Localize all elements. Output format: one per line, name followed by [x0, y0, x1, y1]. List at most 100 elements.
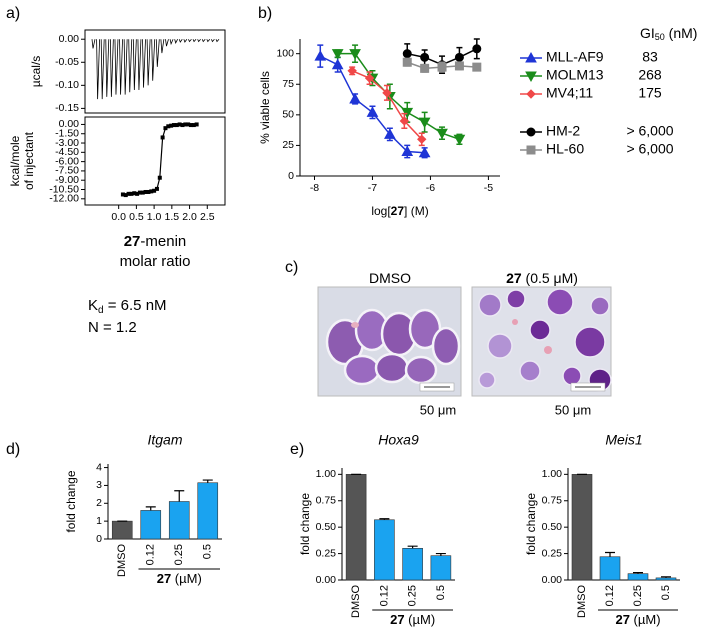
gi50-value: 268 [638, 67, 662, 83]
y-tick-label: -1.50 [55, 128, 79, 140]
y-tick-label: 75 [282, 78, 294, 90]
y-tick-label: 0.00 [59, 118, 80, 130]
injection-peak [178, 38, 183, 43]
bar [374, 519, 395, 581]
injection-peak [169, 39, 174, 46]
y-axis-label: kcal/moleof injectant [8, 131, 36, 190]
data-point [163, 126, 168, 131]
marker [420, 63, 430, 73]
marker [331, 49, 344, 60]
kd-symbol: K [88, 297, 98, 314]
marker [384, 128, 396, 139]
data-point [149, 189, 154, 194]
data-point [188, 123, 193, 128]
data-point [120, 192, 125, 197]
data-point [140, 190, 145, 195]
chart-title: Hoxa9 [378, 432, 419, 448]
x-tick-label: -7 [368, 182, 377, 194]
injection-peak [96, 39, 100, 100]
y-tick-label: -0.10 [55, 79, 79, 91]
injection-peak [206, 38, 211, 43]
error-bar [605, 551, 615, 557]
x-tick-label: 0.5 [435, 585, 447, 600]
data-point [123, 193, 128, 198]
scale-label: 50 μm [420, 402, 456, 417]
marker [349, 92, 361, 104]
data-point [137, 190, 142, 195]
y-tick-label: 0.75 [316, 495, 337, 507]
marker [382, 88, 392, 98]
error-bar [661, 576, 671, 578]
panel-label: c) [285, 259, 298, 276]
y-axis-label: fold change [64, 470, 78, 532]
legend-marker [526, 89, 536, 99]
marker [366, 106, 379, 117]
group-label-part: (µM) [630, 612, 661, 627]
y-axis-label: µcal/s [29, 56, 43, 88]
legend-header: GI50 (nM) [640, 25, 697, 43]
micrograph-title: DMSO [369, 270, 411, 286]
panel-label: e) [290, 441, 304, 458]
x-tick-label: -8 [310, 182, 319, 194]
y-tick-label: 0 [96, 533, 102, 545]
group-label: 27 (µM) [157, 571, 202, 586]
data-point [194, 122, 199, 127]
kd-value: = 6.5 nM [104, 297, 167, 314]
legend-header-part: GI [640, 25, 655, 41]
x-tick-label: -5 [484, 182, 493, 194]
x-tick-label: 2.0 [182, 211, 197, 223]
data-point [166, 124, 171, 129]
gi50-value: 83 [642, 49, 658, 65]
y-tick-label: -12.00 [49, 193, 79, 205]
marker [364, 73, 375, 83]
group-label-part: 27 [157, 571, 171, 586]
group-label-part: 27 [615, 612, 629, 627]
gi50-value: > 6,000 [626, 141, 673, 157]
x-tick-label: 2.5 [200, 211, 215, 223]
micrograph-title: 27 (0.5 μM) [506, 270, 578, 286]
legend-label: MOLM13 [546, 67, 604, 83]
data-point [146, 189, 151, 194]
y-tick-label: 0.50 [316, 521, 337, 533]
injection-peak [183, 38, 188, 43]
kd-subscript: d [98, 305, 104, 316]
legend-label: MLL-AF9 [546, 49, 604, 65]
micrograph-title-text: DMSO [369, 270, 411, 286]
data-point [126, 191, 131, 196]
injection-peak [146, 39, 151, 86]
panel-label: d) [6, 441, 20, 458]
bar [140, 510, 162, 540]
injection-peak [100, 39, 105, 100]
scale-label: 50 μm [555, 402, 591, 417]
injection-peak [160, 39, 165, 54]
y-tick-label: 25 [282, 139, 294, 151]
x-axis-label: 27-menin [124, 233, 187, 250]
y-axis-label: fold change [524, 493, 538, 555]
x-axis-label-part: log[ [371, 204, 391, 218]
x-tick-label: DMSO [116, 544, 128, 577]
injection-peak [119, 39, 123, 95]
y-tick-label: 3 [96, 479, 102, 491]
injection-peak [197, 38, 201, 43]
x-tick-label: 0.25 [407, 585, 419, 606]
legend-marker [526, 145, 536, 155]
legend-marker [525, 71, 537, 83]
n-text: N = 1.2 [88, 319, 137, 336]
y-tick-label: -7.50 [55, 165, 79, 177]
y-tick-label: 1 [96, 515, 102, 527]
injection-peak [109, 39, 114, 97]
data-point [154, 186, 159, 191]
injection-peak [151, 39, 156, 81]
compound-label: 27 [124, 233, 141, 250]
data-point [183, 122, 188, 127]
y-axis-label: fold change [298, 493, 312, 555]
legend-label: HM-2 [546, 123, 580, 139]
group-label-part: 27 [390, 612, 404, 627]
bar [655, 577, 677, 581]
marker [418, 117, 431, 129]
injection-peak [128, 39, 133, 93]
panel-label: b) [258, 5, 272, 22]
plot-frame [84, 116, 226, 206]
y-tick-label: -4.50 [55, 146, 79, 158]
